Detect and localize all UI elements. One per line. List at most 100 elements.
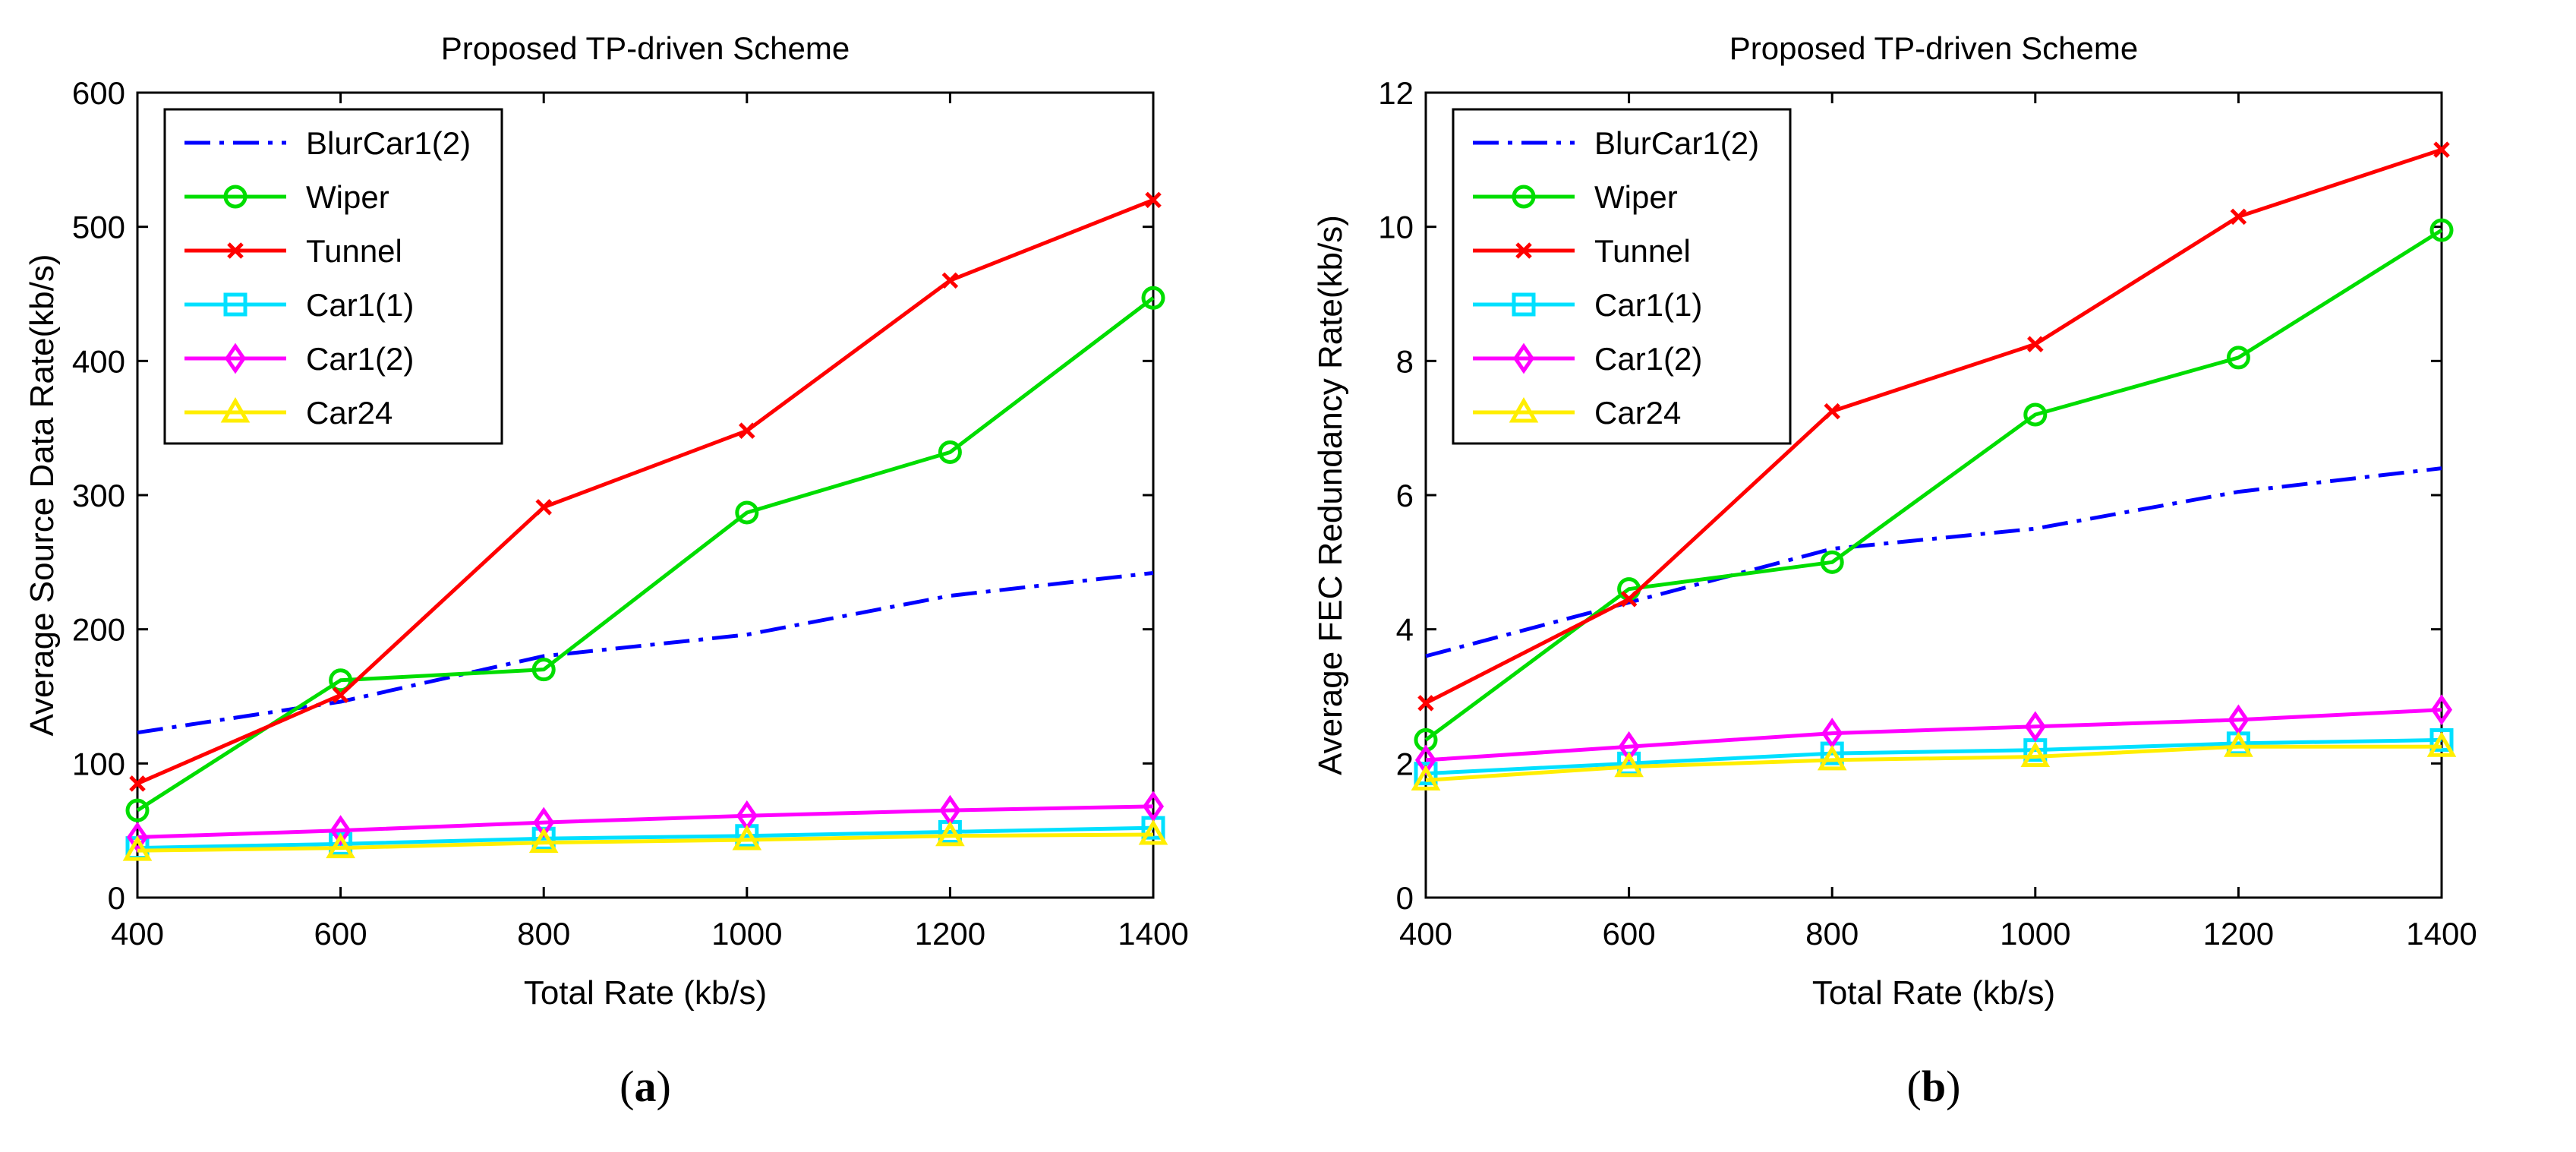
series-Car24 [1411, 731, 2457, 791]
x-tick-label: 800 [517, 916, 570, 952]
x-tick-label: 1200 [2203, 916, 2274, 952]
panel-caption: (b) [1907, 1062, 1961, 1111]
x-tick-label: 1000 [711, 916, 782, 952]
legend-marker [224, 342, 247, 374]
x-tick-label: 600 [1603, 916, 1656, 952]
data-point [129, 775, 146, 792]
legend-marker [223, 185, 248, 209]
data-point [1614, 751, 1644, 778]
series-line [137, 198, 1154, 786]
y-axis-label: Average FEC Redundancy Rate(kb/s) [1312, 215, 1349, 775]
caption-paren-open: ( [620, 1062, 634, 1111]
data-point [2230, 208, 2247, 226]
series-BlurCar1(2) [137, 570, 1154, 735]
data-point [2027, 336, 2044, 353]
series-Tunnel [1417, 141, 2450, 712]
series-Wiper [125, 286, 1165, 822]
caption-paren-open: ( [1907, 1062, 1922, 1111]
legend-item: Car24 [1473, 395, 1681, 431]
y-tick-label: 0 [1396, 880, 1414, 916]
y-tick-label: 300 [72, 478, 125, 513]
data-point [1414, 762, 1438, 786]
series-line [136, 296, 1155, 813]
chart-title: Proposed TP-driven Scheme [1729, 30, 2139, 66]
legend-label: Wiper [1594, 179, 1678, 215]
caption-letter: a [635, 1062, 657, 1111]
x-tick-label: 1400 [2406, 916, 2477, 952]
y-tick-label: 0 [108, 880, 125, 916]
data-point [528, 827, 559, 854]
data-point [1820, 550, 1844, 574]
y-axis-label: Average Source Data Rate(kb/s) [24, 254, 61, 736]
legend-label: Car1(1) [306, 287, 414, 323]
legend-item: Car24 [184, 395, 393, 431]
data-point [326, 832, 355, 859]
data-point [2429, 727, 2454, 752]
series-line [137, 832, 1154, 853]
x-tick-label: 1200 [915, 916, 985, 952]
series-Tunnel [129, 191, 1162, 792]
data-point [732, 825, 762, 851]
y-tick-label: 200 [72, 612, 125, 648]
x-tick-label: 600 [314, 916, 367, 952]
legend-marker [1515, 242, 1532, 259]
x-tick-label: 1000 [2000, 916, 2070, 952]
x-axis-label: Total Rate (kb/s) [524, 974, 767, 1012]
data-point [2024, 711, 2046, 743]
data-point [125, 798, 150, 822]
data-point [935, 820, 965, 847]
series-line [1424, 228, 2443, 742]
legend-item: Car1(2) [1473, 341, 1702, 377]
legend-item: Wiper [1473, 179, 1678, 215]
data-point [1138, 819, 1168, 845]
data-point [2429, 218, 2454, 242]
data-point [2430, 694, 2453, 726]
legend-label: Car24 [306, 395, 393, 431]
chart-title: Proposed TP-driven Scheme [441, 30, 850, 66]
data-point [2426, 731, 2457, 757]
panel-caption: (a) [620, 1062, 671, 1111]
data-point [1145, 191, 1162, 209]
legend-item: Tunnel [184, 233, 402, 269]
chart-panel-b: Proposed TP-driven Scheme 400 600 800 1000 12… [1312, 30, 2477, 1111]
legend-item: Wiper [184, 179, 389, 215]
legend-marker [1512, 185, 1536, 209]
data-point [329, 815, 352, 847]
legend-label: Car24 [1594, 395, 1681, 431]
legend-label: Car1(2) [1594, 341, 1702, 377]
legend-marker [1512, 292, 1536, 317]
legend-marker [1512, 342, 1535, 374]
y-tick-label: 500 [72, 210, 125, 245]
series-line [1425, 708, 2442, 762]
legend-label: BlurCar1(2) [1594, 125, 1759, 161]
caption-paren-close: ) [1946, 1062, 1960, 1111]
caption-letter: b [1922, 1062, 1946, 1111]
data-point [1142, 791, 1165, 822]
x-tick-label: 800 [1805, 916, 1859, 952]
data-point [2020, 741, 2051, 767]
legend: BlurCar1(2) Wiper Tunnel Car1(1) Car1(2) Car2… [163, 108, 503, 445]
x-tick-label: 400 [1399, 916, 1452, 952]
series-Wiper [1414, 218, 2454, 752]
series-line [1425, 466, 2442, 658]
data-point [531, 658, 556, 682]
y-tick-label: 600 [72, 75, 125, 111]
x-tick-label: 400 [111, 916, 164, 952]
data-point [739, 422, 755, 439]
data-point [938, 440, 962, 464]
legend: BlurCar1(2) Wiper Tunnel Car1(1) Car1(2) Car2… [1452, 108, 1792, 445]
data-point [1417, 695, 1434, 712]
y-tick-label: 6 [1396, 478, 1414, 513]
legend-label: BlurCar1(2) [306, 125, 471, 161]
series-line [1425, 744, 2442, 782]
legend-label: Car1(2) [306, 341, 414, 377]
data-point [2433, 141, 2450, 158]
data-point [1141, 286, 1165, 310]
y-tick-label: 4 [1396, 612, 1414, 648]
caption-paren-close: ) [657, 1062, 671, 1111]
legend-box [163, 108, 503, 445]
chart-panel-a: Proposed TP-driven Scheme 400 600 800 1000 12… [24, 30, 1189, 1111]
legend-label: Car1(1) [1594, 287, 1702, 323]
legend-marker [227, 242, 244, 259]
